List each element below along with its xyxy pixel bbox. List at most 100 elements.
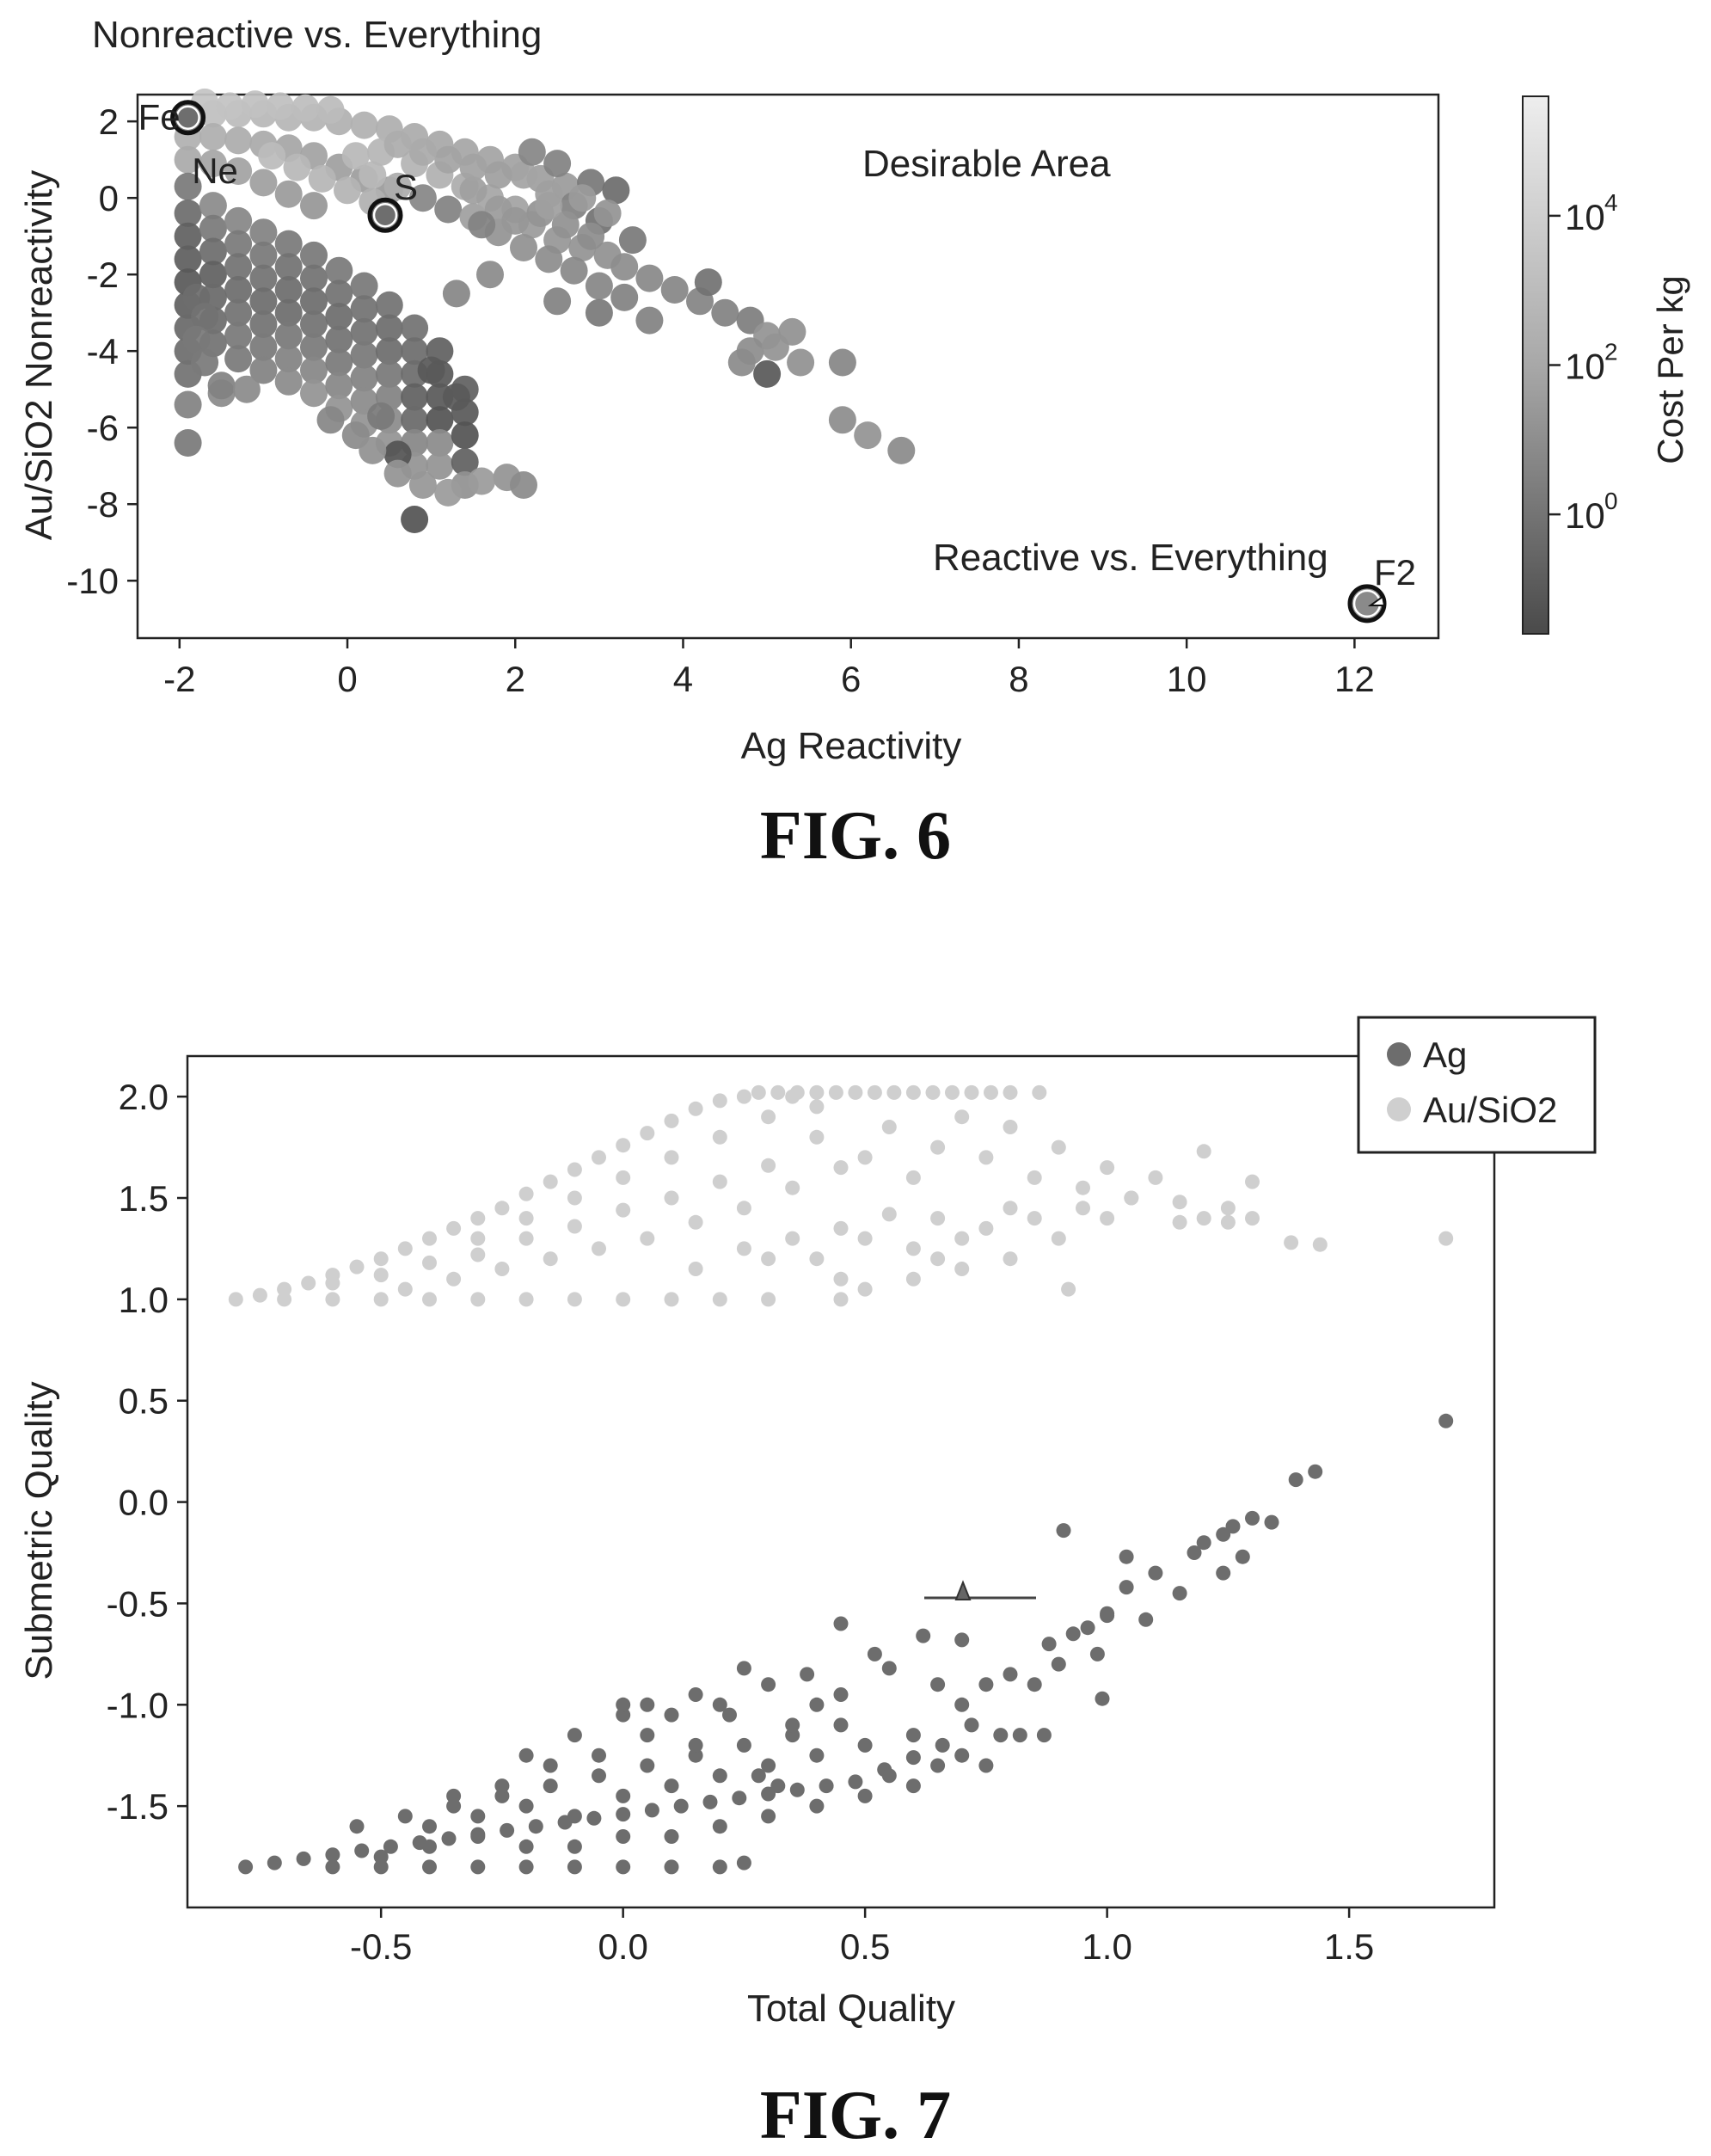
fig6-data-point [585,272,613,300]
fig7-point-ag [761,1809,776,1824]
fig6-colorbar-tick-base: 10 [1565,197,1605,237]
fig7-point-ag [567,1728,582,1743]
fig7-point-ausio2 [809,1099,825,1115]
fig6-data-point [325,325,353,353]
fig6-x-tick-label: 6 [841,659,861,699]
fig6-data-point [459,176,488,205]
fig7-point-ausio2 [712,1292,727,1307]
fig7-y-tick-label: 1.0 [119,1280,169,1320]
fig6-top-left-annotation: Nonreactive vs. Everything [92,14,542,56]
fig7-point-ag [736,1661,751,1676]
fig6-y-axis-label: Au/SiO2 Nonreactivity [18,170,60,540]
fig7-points [228,1084,1454,1875]
fig7-point-ausio2 [964,1084,979,1100]
fig7-point-ausio2 [640,1231,655,1246]
fig6-data-point [383,459,412,488]
fig7-point-ag [616,1707,631,1723]
fig6-data-point [350,317,378,346]
fig7-point-ag [1196,1535,1211,1551]
fig7-point-ausio2 [789,1084,805,1100]
fig7-point-ausio2 [809,1129,825,1145]
fig7-point-ausio2 [857,1231,873,1246]
fig7-point-ag [736,1855,751,1870]
fig7-point-ag [518,1798,534,1814]
fig7-point-ausio2 [1003,1251,1018,1267]
fig6-colorbar-gradient [1522,95,1549,635]
fig6-y-tick-label: 0 [99,178,119,218]
fig7-point-ag [712,1768,727,1784]
fig7-point-ag [881,1661,897,1676]
fig7-point-ausio2 [712,1129,727,1145]
fig7-point-ausio2 [688,1101,703,1116]
fig6-data-point [199,214,227,243]
fig7-point-ag [422,1819,437,1834]
fig6-data-point [174,145,202,174]
fig7-point-ag [702,1794,718,1809]
fig6-data-point [417,356,445,384]
fig7-point-ag [1003,1667,1018,1682]
fig6-colorbar-tick-base: 10 [1565,347,1605,387]
fig6-highlight-fe-ring [175,105,200,130]
fig6-data-point [274,253,303,281]
fig7-point-ag [785,1717,800,1733]
fig7-point-ag [751,1768,766,1784]
fig7-point-ausio2 [1172,1214,1187,1230]
fig6-data-point [266,92,294,120]
fig7-point-ausio2 [1220,1201,1236,1216]
fig6-data-point [334,176,361,205]
fig6-data-point [191,303,219,331]
fig7-point-ausio2 [1003,1120,1018,1134]
fig7-point-ausio2 [397,1241,413,1256]
fig7-point-ag [954,1632,970,1648]
fig7-point-ausio2 [616,1202,631,1218]
fig6-highlight-ne-label: Ne [192,150,238,191]
fig6-data-point [711,298,739,327]
fig6-highlight-f2-label: F2 [1374,552,1416,593]
fig7-point-ag [993,1728,1009,1743]
fig6-caption: FIG. 6 [760,798,951,874]
fig7-point-ag [1119,1580,1134,1595]
fig7-point-ag [867,1646,882,1662]
fig7-point-ag [494,1778,510,1794]
fig6-data-point [401,406,429,434]
fig7-point-ag [616,1697,631,1712]
fig6-data-point [660,276,689,304]
fig6-data-point [174,429,202,457]
fig7-point-ausio2 [228,1292,243,1307]
fig7-x-axis-label: Total Quality [747,1987,955,2030]
fig6-data-point [753,359,782,388]
fig6-data-point [224,298,253,327]
fig7-point-ag [567,1809,582,1824]
fig7-point-ausio2 [736,1089,751,1104]
fig7-point-ag [640,1758,655,1773]
fig7-point-ausio2 [833,1160,849,1176]
fig6-data-point [316,95,345,124]
fig7-point-ausio2 [886,1084,902,1100]
fig6-data-point [325,279,353,308]
fig7-point-ausio2 [592,1241,606,1256]
fig6-data-point [560,256,588,285]
fig7-legend-ag-marker [1387,1042,1411,1066]
fig7-point-ausio2 [809,1084,825,1100]
fig6-data-point [174,390,202,419]
fig6-data-point [300,310,328,338]
fig7-point-ausio2 [905,1084,921,1100]
fig7-point-ausio2 [954,1231,970,1246]
fig7-point-ag [1041,1637,1057,1652]
fig6-data-point [408,184,437,212]
fig6-y-tick-label: -6 [87,408,119,448]
fig7-point-ag [325,1859,340,1875]
fig6-data-point [274,276,303,304]
fig7-point-ausio2 [494,1201,510,1216]
fig7-legend: Ag Au/SiO2 [1357,1016,1597,1157]
fig7-point-ag [954,1697,970,1712]
fig7-point-ag [1438,1413,1454,1428]
fig7-point-ausio2 [373,1251,389,1267]
fig6-data-point [316,406,345,434]
fig6-data-point [241,90,269,119]
fig6-y-axis: 2 0 -2 -4 -6 -8 -10 [66,101,138,601]
fig7-point-ag [785,1728,800,1743]
fig7-point-ausio2 [518,1211,534,1226]
fig7-point-ag [1100,1608,1115,1624]
